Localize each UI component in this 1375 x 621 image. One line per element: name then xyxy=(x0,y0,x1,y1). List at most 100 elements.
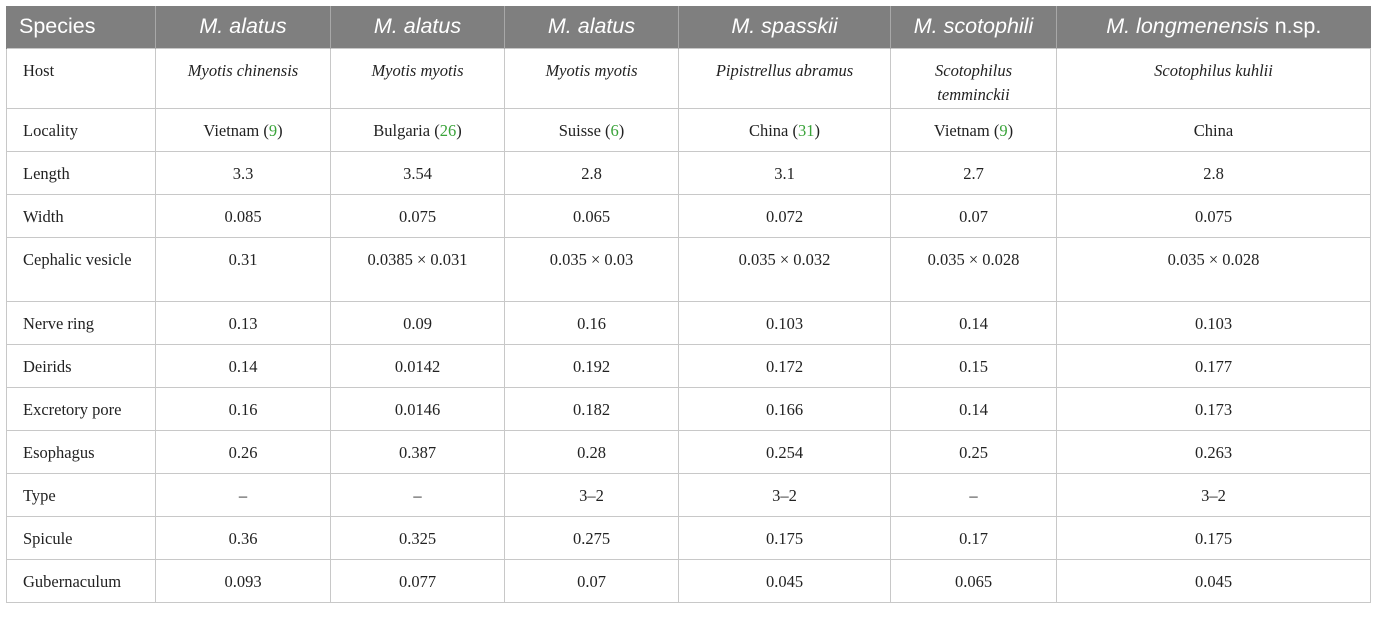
row-label: Excretory pore xyxy=(6,386,156,431)
value-cell: 0.14 xyxy=(890,386,1057,431)
value-cell: 2.8 xyxy=(504,150,679,195)
header-cell: M. alatus xyxy=(330,6,505,48)
value-cell: 0.07 xyxy=(504,558,679,603)
value-cell: 3–2 xyxy=(678,472,891,517)
header-row: Species M. alatus M. alatus M. alatus M.… xyxy=(6,6,1371,48)
value-cell: 0.25 xyxy=(890,429,1057,474)
table-row: Spicule 0.36 0.325 0.275 0.175 0.17 0.17… xyxy=(6,515,1371,560)
row-label: Gubernaculum xyxy=(6,558,156,603)
header-cell: M. alatus xyxy=(155,6,331,48)
value-cell: 0.065 xyxy=(504,193,679,238)
value-cell: 0.0142 xyxy=(330,343,505,388)
header-cell-species: Species xyxy=(6,6,156,48)
value-cell: 0.0385 × 0.031 xyxy=(330,236,505,302)
locality-cell: Bulgaria (26) xyxy=(330,107,505,152)
value-cell: 0.15 xyxy=(890,343,1057,388)
table-row: Type – – 3–2 3–2 – 3–2 xyxy=(6,472,1371,517)
value-cell: 2.8 xyxy=(1056,150,1371,195)
value-cell: 0.172 xyxy=(678,343,891,388)
host-cell: Myotis chinensis xyxy=(155,47,331,109)
value-cell: 0.075 xyxy=(1056,193,1371,238)
value-cell: 3–2 xyxy=(1056,472,1371,517)
host-cell: Myotis myotis xyxy=(330,47,505,109)
reference-link[interactable]: 31 xyxy=(798,120,815,140)
reference-link[interactable]: 9 xyxy=(268,120,278,140)
value-cell: 0.166 xyxy=(678,386,891,431)
host-cell: Myotis myotis xyxy=(504,47,679,109)
row-label: Type xyxy=(6,472,156,517)
value-cell: 0.14 xyxy=(890,300,1057,345)
value-cell: 0.31 xyxy=(155,236,331,302)
table-row-locality: Locality Vietnam (9) Bulgaria (26) Suiss… xyxy=(6,107,1371,152)
value-cell: 0.103 xyxy=(678,300,891,345)
table-row: Deirids 0.14 0.0142 0.192 0.172 0.15 0.1… xyxy=(6,343,1371,388)
host-cell: Scotophilus kuhlii xyxy=(1056,47,1371,109)
header-cell-new-species: M. longmenensis n.sp. xyxy=(1056,6,1371,48)
row-label: Host xyxy=(6,47,156,109)
value-cell: 0.192 xyxy=(504,343,679,388)
value-cell: 0.13 xyxy=(155,300,331,345)
value-cell: 0.175 xyxy=(1056,515,1371,560)
row-label: Length xyxy=(6,150,156,195)
locality-cell: Suisse (6) xyxy=(504,107,679,152)
new-species-suffix: n.sp. xyxy=(1268,14,1322,39)
value-cell: 0.26 xyxy=(155,429,331,474)
table-row-host: Host Myotis chinensis Myotis myotis Myot… xyxy=(6,47,1371,109)
value-cell: 0.075 xyxy=(330,193,505,238)
value-cell: 0.17 xyxy=(890,515,1057,560)
table-row: Length 3.3 3.54 2.8 3.1 2.7 2.8 xyxy=(6,150,1371,195)
value-cell: 3.1 xyxy=(678,150,891,195)
value-cell: 0.085 xyxy=(155,193,331,238)
table-row: Nerve ring 0.13 0.09 0.16 0.103 0.14 0.1… xyxy=(6,300,1371,345)
row-label: Nerve ring xyxy=(6,300,156,345)
value-cell: 0.325 xyxy=(330,515,505,560)
value-cell: 0.035 × 0.028 xyxy=(1056,236,1371,302)
value-cell: 0.275 xyxy=(504,515,679,560)
reference-link[interactable]: 6 xyxy=(610,120,619,140)
value-cell: 0.07 xyxy=(890,193,1057,238)
value-cell: 3–2 xyxy=(504,472,679,517)
header-cell: M. alatus xyxy=(504,6,679,48)
value-cell: 0.077 xyxy=(330,558,505,603)
value-cell: 0.254 xyxy=(678,429,891,474)
value-cell: 2.7 xyxy=(890,150,1057,195)
value-cell: 0.36 xyxy=(155,515,331,560)
locality-cell: Vietnam (9) xyxy=(155,107,331,152)
value-cell: 0.103 xyxy=(1056,300,1371,345)
value-cell: – xyxy=(890,472,1057,517)
table-row: Width 0.085 0.075 0.065 0.072 0.07 0.075 xyxy=(6,193,1371,238)
value-cell: 0.263 xyxy=(1056,429,1371,474)
value-cell: 0.182 xyxy=(504,386,679,431)
row-label: Deirids xyxy=(6,343,156,388)
reference-link[interactable]: 26 xyxy=(439,120,457,140)
value-cell: 3.3 xyxy=(155,150,331,195)
table-row: Cephalic vesicle 0.31 0.0385 × 0.031 0.0… xyxy=(6,236,1371,302)
row-label: Locality xyxy=(6,107,156,152)
table-row: Excretory pore 0.16 0.0146 0.182 0.166 0… xyxy=(6,386,1371,431)
value-cell: 0.045 xyxy=(1056,558,1371,603)
value-cell: 0.16 xyxy=(155,386,331,431)
value-cell: 0.16 xyxy=(504,300,679,345)
host-cell: Scotophilus temminckii xyxy=(890,47,1057,109)
locality-cell: China xyxy=(1056,107,1371,152)
header-cell: M. spasskii xyxy=(678,6,891,48)
row-label: Spicule xyxy=(6,515,156,560)
value-cell: 0.387 xyxy=(330,429,505,474)
value-cell: 0.035 × 0.028 xyxy=(890,236,1057,302)
value-cell: 0.035 × 0.03 xyxy=(504,236,679,302)
value-cell: – xyxy=(330,472,505,517)
value-cell: 0.173 xyxy=(1056,386,1371,431)
value-cell: 0.09 xyxy=(330,300,505,345)
row-label: Cephalic vesicle xyxy=(6,236,156,302)
value-cell: 0.093 xyxy=(155,558,331,603)
value-cell: 0.14 xyxy=(155,343,331,388)
value-cell: 0.175 xyxy=(678,515,891,560)
host-cell: Pipistrellus abramus xyxy=(678,47,891,109)
value-cell: 0.045 xyxy=(678,558,891,603)
row-label: Esophagus xyxy=(6,429,156,474)
reference-link[interactable]: 9 xyxy=(999,120,1008,140)
locality-cell: China (31) xyxy=(678,107,891,152)
header-cell: M. scotophili xyxy=(890,6,1057,48)
value-cell: 0.0146 xyxy=(330,386,505,431)
value-cell: 0.177 xyxy=(1056,343,1371,388)
